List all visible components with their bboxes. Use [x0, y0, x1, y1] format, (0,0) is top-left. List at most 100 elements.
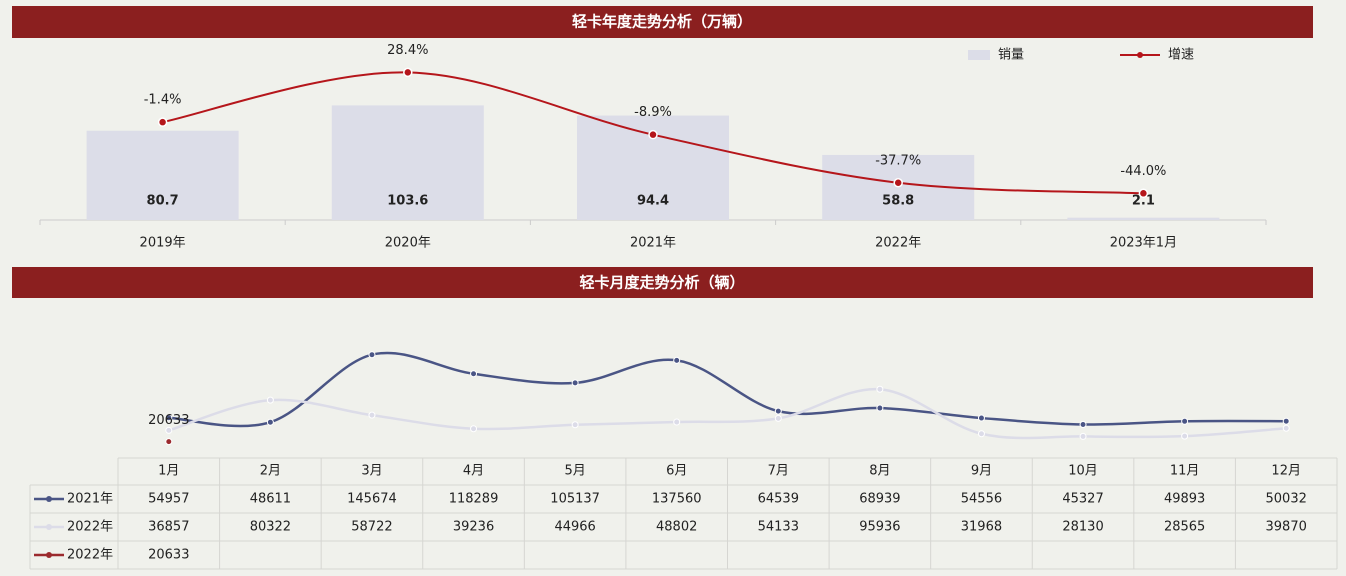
- table-cell: 95936: [859, 520, 900, 535]
- point: [876, 385, 884, 393]
- point: [157, 117, 168, 127]
- data-label: 80.7: [147, 194, 179, 209]
- bar: [86, 130, 239, 220]
- point: [673, 356, 681, 364]
- point: [571, 379, 579, 387]
- data-label: 58.8: [882, 194, 914, 209]
- x-tick-label: 2021年: [630, 236, 676, 251]
- point: [1079, 420, 1087, 428]
- table-cell: 145674: [347, 492, 397, 507]
- point: [571, 421, 579, 429]
- data-label: -1.4%: [144, 93, 182, 108]
- table-cell: 39236: [453, 520, 494, 535]
- table-header: 6月: [666, 464, 687, 479]
- table-cell: 54133: [758, 520, 799, 535]
- table-cell: 44966: [554, 520, 595, 535]
- data-label: 28.4%: [387, 43, 428, 58]
- point: [977, 414, 985, 422]
- point: [403, 67, 413, 78]
- point: [1181, 432, 1189, 440]
- x-tick-label: 2023年1月: [1110, 236, 1177, 251]
- chart-title: 轻卡月度走势分析（辆）: [579, 274, 744, 292]
- legend-label: 2021年: [67, 492, 113, 507]
- table-cell: 105137: [550, 492, 600, 507]
- table-cell: 31968: [961, 520, 1002, 535]
- bar: [1067, 217, 1220, 220]
- table-cell: 68939: [859, 492, 900, 507]
- data-label: -44.0%: [1120, 164, 1166, 179]
- table-cell: 39870: [1266, 520, 1307, 535]
- point: [266, 396, 274, 404]
- table-cell: 36857: [148, 520, 189, 535]
- data-label: 2.1: [1132, 194, 1155, 209]
- title-bar: [12, 267, 1313, 298]
- legend-swatch: [968, 50, 990, 60]
- table-cell: 28130: [1062, 520, 1103, 535]
- data-label: 94.4: [637, 194, 669, 209]
- line: [168, 351, 1287, 428]
- table-header: 11月: [1170, 464, 1200, 479]
- x-tick-label: 2019年: [140, 236, 186, 251]
- table-cell: 64539: [758, 492, 799, 507]
- point: [1282, 417, 1290, 425]
- legend-dot: [46, 496, 52, 502]
- table-cell: 137560: [652, 492, 702, 507]
- table-header: 8月: [869, 464, 890, 479]
- point: [165, 438, 173, 446]
- point: [1282, 424, 1290, 432]
- point: [876, 404, 884, 412]
- table-header: 4月: [463, 464, 484, 479]
- point: [648, 129, 658, 140]
- legend-dot: [1137, 52, 1143, 58]
- point: [1079, 432, 1087, 440]
- point: [673, 418, 681, 426]
- point: [368, 411, 376, 419]
- table-cell: 49893: [1164, 492, 1205, 507]
- table-header: 12月: [1271, 464, 1301, 479]
- table-header: 1月: [158, 464, 179, 479]
- legend-label: 2022年: [67, 548, 113, 563]
- point: [368, 351, 376, 359]
- point: [1138, 188, 1149, 199]
- data-label: 103.6: [387, 194, 428, 209]
- chart-title: 轻卡年度走势分析（万辆）: [572, 13, 752, 31]
- table-header: 10月: [1068, 464, 1098, 479]
- table-header: 5月: [564, 464, 585, 479]
- table-header: 3月: [361, 464, 382, 479]
- table-cell: 54957: [148, 492, 189, 507]
- x-tick-label: 2022年: [875, 236, 921, 251]
- point: [470, 370, 478, 378]
- point: [470, 425, 478, 433]
- table-header: 9月: [971, 464, 992, 479]
- point: [774, 414, 782, 422]
- table-cell: 28565: [1164, 520, 1205, 535]
- legend-dot: [46, 552, 52, 558]
- table-cell: 48611: [250, 492, 291, 507]
- title-bar: [12, 6, 1313, 38]
- table-cell: 45327: [1062, 492, 1103, 507]
- table-cell: 48802: [656, 520, 697, 535]
- bar: [331, 105, 484, 220]
- data-label: -8.9%: [634, 105, 672, 120]
- line: [168, 388, 1287, 440]
- point: [165, 426, 173, 434]
- point: [774, 407, 782, 415]
- point: [893, 178, 903, 188]
- x-tick-label: 2020年: [385, 236, 431, 251]
- table-cell: 20633: [148, 548, 189, 563]
- table-cell: 80322: [250, 520, 291, 535]
- point: [1181, 417, 1189, 425]
- legend-label: 销量: [998, 48, 1024, 63]
- table-header: 7月: [768, 464, 789, 479]
- table-cell: 54556: [961, 492, 1002, 507]
- point: [165, 414, 173, 422]
- point: [977, 430, 985, 438]
- data-label: 20633: [148, 413, 189, 428]
- table-header: 2月: [260, 464, 281, 479]
- data-label: -37.7%: [875, 153, 921, 168]
- point: [266, 418, 274, 426]
- table-cell: 50032: [1266, 492, 1307, 507]
- legend-label: 增速: [1168, 48, 1194, 63]
- table-cell: 118289: [449, 492, 499, 507]
